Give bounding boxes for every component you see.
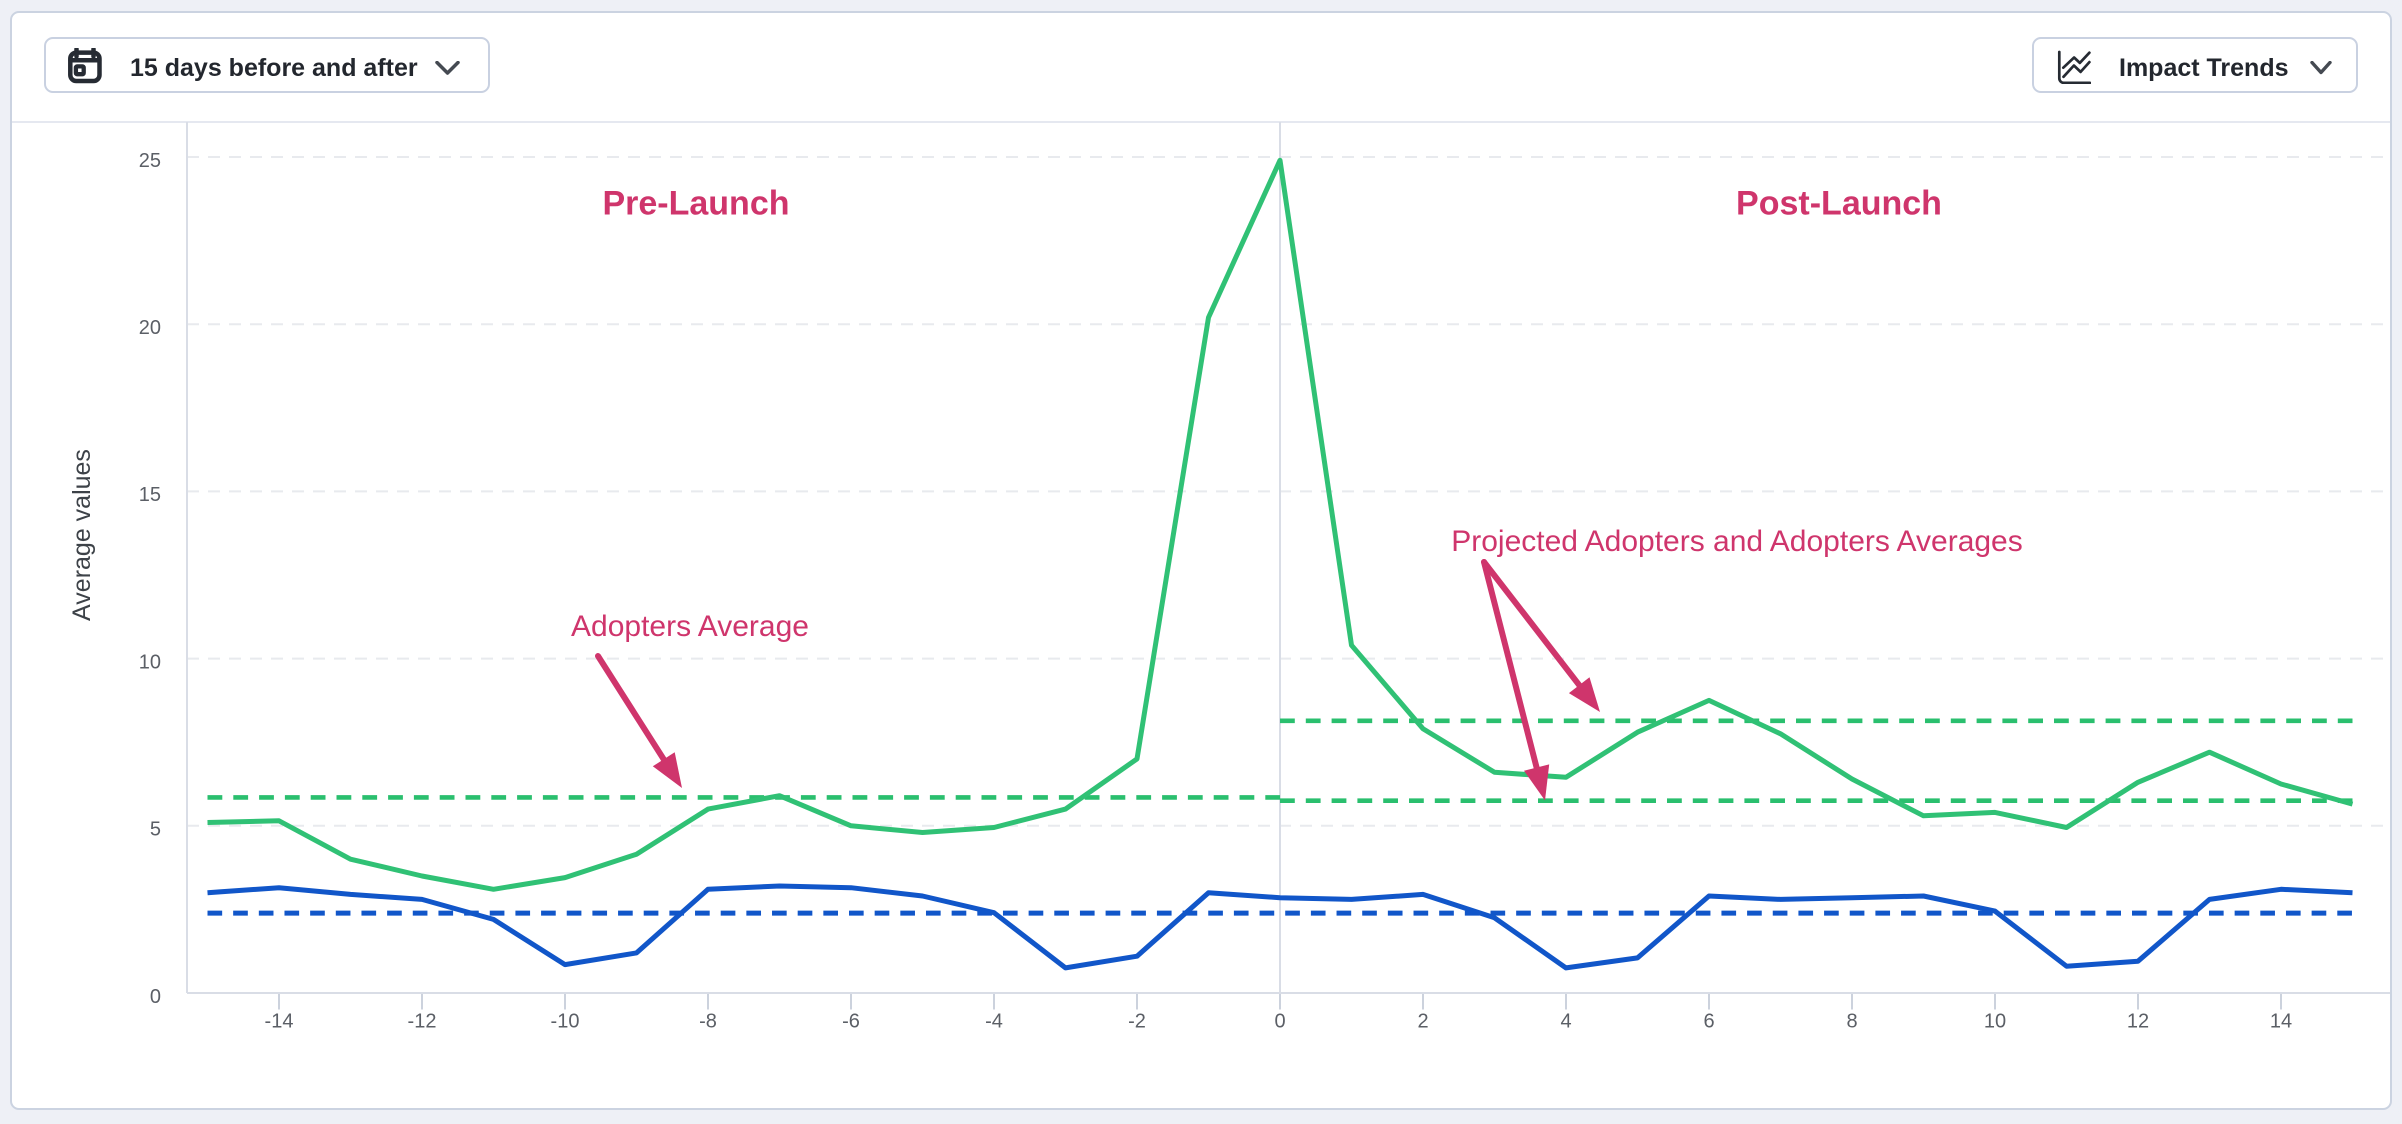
svg-text:10: 10 [1984, 1011, 2006, 1033]
svg-text:14: 14 [2270, 1011, 2292, 1033]
svg-text:-6: -6 [842, 1011, 860, 1033]
svg-text:8: 8 [1846, 1011, 1857, 1033]
svg-text:-4: -4 [985, 1011, 1003, 1033]
svg-text:Average values: Average values [68, 449, 96, 621]
svg-text:2: 2 [1417, 1011, 1428, 1033]
svg-text:0: 0 [1274, 1011, 1285, 1033]
svg-text:10: 10 [139, 651, 161, 673]
svg-text:4: 4 [1560, 1011, 1571, 1033]
svg-text:20: 20 [139, 317, 161, 339]
svg-text:25: 25 [139, 150, 161, 172]
svg-text:-10: -10 [551, 1011, 580, 1033]
svg-text:0: 0 [150, 986, 161, 1008]
svg-text:6: 6 [1703, 1011, 1714, 1033]
svg-text:-12: -12 [408, 1011, 437, 1033]
svg-text:Adopters Average: Adopters Average [571, 610, 809, 643]
svg-text:Projected Adopters and Adopter: Projected Adopters and Adopters Averages [1451, 525, 2023, 558]
svg-text:5: 5 [150, 819, 161, 841]
svg-text:15: 15 [139, 484, 161, 506]
svg-text:Post-Launch: Post-Launch [1736, 185, 1942, 223]
svg-text:Pre-Launch: Pre-Launch [602, 185, 789, 223]
svg-text:12: 12 [2127, 1011, 2149, 1033]
svg-text:-14: -14 [265, 1011, 294, 1033]
svg-text:-2: -2 [1128, 1011, 1146, 1033]
svg-text:-8: -8 [699, 1011, 717, 1033]
